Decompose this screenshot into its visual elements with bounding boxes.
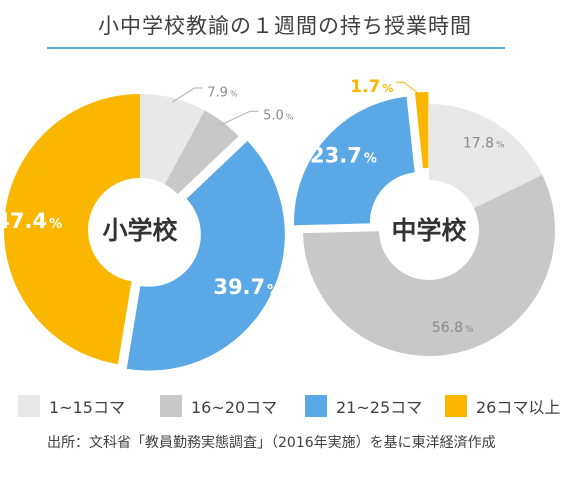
title-underline	[47, 47, 505, 49]
donut-elementary: 7.9 % 5.0 % 39.7 % 47.4% 小学校	[0, 86, 294, 371]
source-note: 出所：文科省「教員勤務実態調査」（2016年実施）を基に東洋経済作成	[47, 435, 496, 451]
donut-center-label: 中学校	[391, 216, 467, 245]
legend-label: 26コマ以上	[476, 398, 561, 417]
chart-title: 小中学校教諭の１週間の持ち授業時間	[98, 14, 472, 38]
data-label: 23.7%	[310, 143, 377, 167]
slice-21~25コマ	[126, 140, 285, 371]
data-label: 56.8%	[432, 320, 474, 336]
slice-26コマ以上	[414, 92, 429, 169]
legend-item-26-plus: 26コマ以上	[445, 393, 560, 419]
legend-swatch	[18, 395, 40, 417]
data-label: 47.4%	[0, 209, 62, 233]
legend-item-16-20: 16~20コマ	[160, 393, 277, 419]
slice-1~15コマ	[429, 104, 543, 209]
legend-label: 16~20コマ	[191, 398, 278, 417]
leader-line	[172, 87, 203, 103]
data-label: 39.7%	[213, 275, 280, 299]
slice-1~15コマ	[140, 94, 205, 185]
legend-item-1-15: 1~15コマ	[18, 393, 125, 419]
legend-label: 1~15コマ	[49, 398, 125, 417]
donut-center-label: 小学校	[102, 216, 178, 245]
donut-charts: 7.9 % 5.0 % 39.7 % 47.4% 小学校 17.8 % 56.8 % 23.7 % 1.7%…	[0, 77, 556, 371]
leader-line	[395, 81, 423, 97]
slice-21~25コマ	[293, 96, 415, 226]
slice-26コマ以上	[3, 94, 140, 365]
data-label: 17.8%	[463, 135, 505, 151]
donut-junior-high: 17.8 % 56.8 % 23.7 % 1.7 % 中学校	[293, 77, 556, 357]
slice-16~20コマ	[164, 110, 239, 195]
legend: 1~15コマ 16~20コマ 21~25コマ 26コマ以上	[0, 393, 570, 419]
data-label: 5.0%	[263, 109, 294, 124]
data-label: 1.7%	[350, 77, 393, 97]
legend-label: 21~25コマ	[336, 398, 423, 417]
legend-swatch	[305, 395, 327, 417]
leader-line	[220, 110, 259, 126]
slice-16~20コマ	[303, 174, 556, 357]
data-label: 7.9%	[207, 86, 238, 101]
legend-swatch	[445, 395, 467, 417]
legend-swatch	[160, 395, 182, 417]
legend-item-21-25: 21~25コマ	[305, 393, 422, 419]
